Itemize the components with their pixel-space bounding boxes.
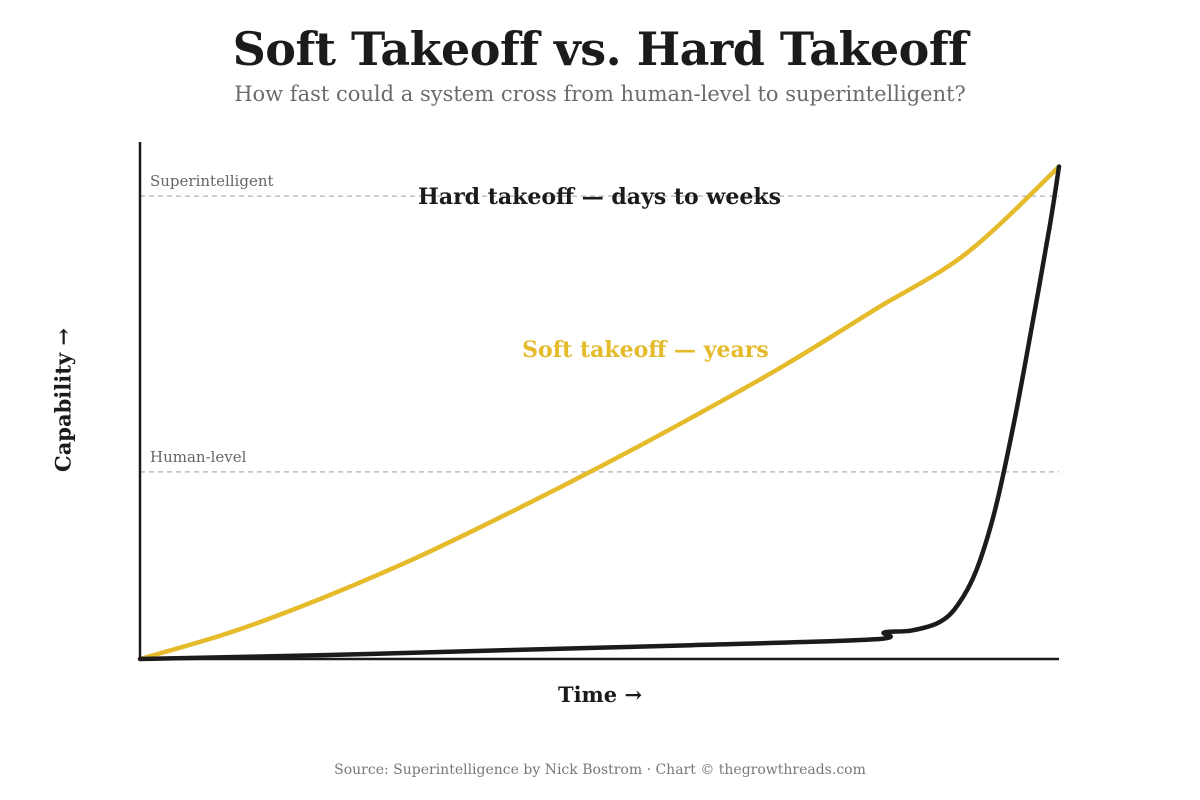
- chart-title: Soft Takeoff vs. Hard Takeoff: [232, 22, 968, 76]
- hard-takeoff-label: Hard takeoff — days to weeks: [418, 184, 781, 210]
- x-axis-label: Time →: [557, 682, 643, 707]
- soft-takeoff-line: [137, 164, 1062, 662]
- chart-subtitle: How fast could a system cross from human…: [234, 82, 966, 106]
- y-axis-label: Capability →: [50, 327, 76, 473]
- reference-label-human-level: Human-level: [150, 448, 247, 466]
- hard-takeoff-line: [137, 164, 1062, 662]
- source-credit: Source: Superintelligence by Nick Bostro…: [334, 762, 866, 778]
- reference-label-superintelligent: Superintelligent: [150, 172, 274, 190]
- soft-takeoff-label: Soft takeoff — years: [522, 337, 769, 363]
